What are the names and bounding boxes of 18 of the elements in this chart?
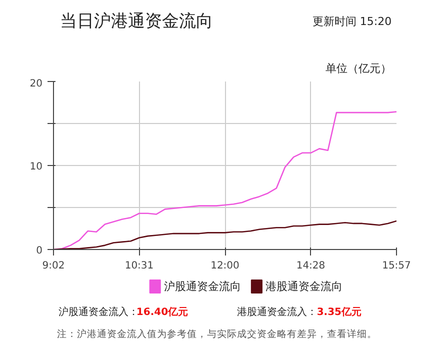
legend-label: 沪股通资金流向 — [164, 280, 242, 293]
legend-label: 港股通资金流向 — [266, 280, 343, 293]
text: 注：沪港通资金流入值为参考值，与实际成交资金略有差异，查看详细。 — [56, 328, 377, 340]
x-tick-label: 15:57 — [382, 260, 411, 272]
x-tick-label: 12:00 — [210, 260, 240, 272]
x-tick-label: 10:31 — [124, 260, 154, 272]
text: 沪股通资金流入： — [58, 306, 138, 318]
y-tick-label: 10 — [30, 162, 43, 172]
chart-subtitle: 更新时间 15:20 — [312, 15, 392, 28]
x-tick-label: 9:02 — [42, 260, 65, 272]
y-tick-label: 0 — [36, 246, 43, 256]
y-tick-label: 20 — [30, 78, 43, 90]
text: 港股通资金流入： — [237, 306, 318, 318]
text: 3.35亿元 — [316, 306, 362, 318]
x-tick-label: 14:28 — [296, 260, 326, 272]
chart-title: 当日沪港通资金流向 — [60, 12, 213, 32]
text: 16.40亿元 — [136, 306, 188, 318]
y-axis-title: 单位（亿元） — [326, 62, 392, 75]
